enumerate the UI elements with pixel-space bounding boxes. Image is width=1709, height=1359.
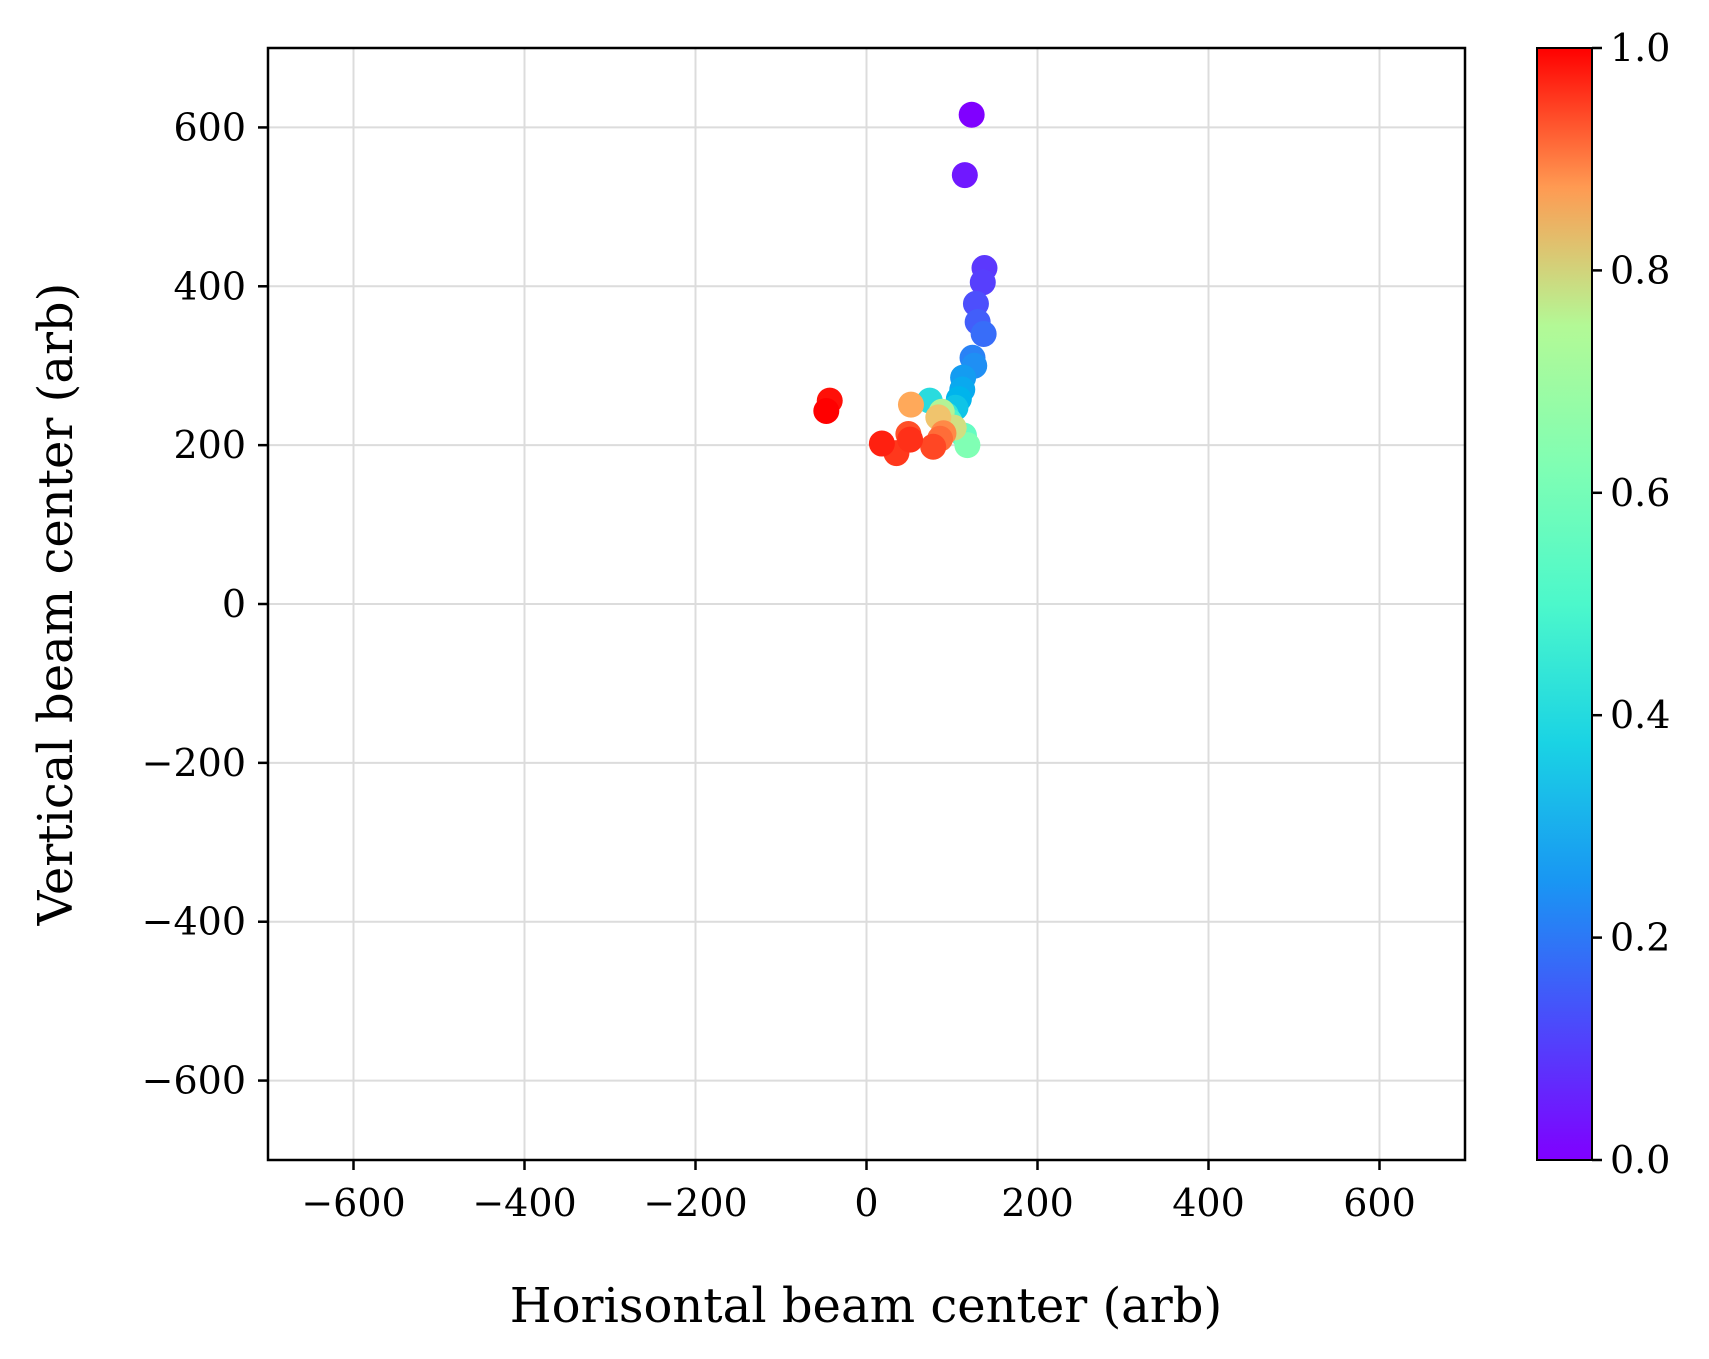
- y-tick-label: 200: [173, 423, 246, 467]
- colorbar: 0.0 0.2 0.4 0.6 0.8 1.0: [1536, 26, 1670, 1182]
- y-tick-label: 400: [173, 264, 246, 308]
- x-tick-label: 400: [1172, 1181, 1245, 1225]
- scatter-point: [970, 320, 997, 347]
- y-tick-label: −200: [142, 741, 246, 785]
- x-tick-label: −600: [301, 1181, 405, 1225]
- colorbar-tick-label: 0.8: [1610, 248, 1670, 292]
- plot-area: −600 −400 −200 0 200 400 600 −600 −400 −200 0 200 40…: [142, 46, 1467, 1225]
- scatter-point: [897, 391, 924, 418]
- y-tick-label: 600: [173, 105, 246, 149]
- scatter-point: [951, 162, 978, 189]
- colorbar-ticks: 0.0 0.2 0.4 0.6 0.8 1.0: [1592, 26, 1670, 1182]
- scatter-point: [969, 269, 996, 296]
- x-tick-label: −200: [643, 1181, 747, 1225]
- ticks-layer: −600 −400 −200 0 200 400 600 −600 −400 −200 0 200 40…: [142, 105, 1416, 1225]
- x-tick-label: −400: [472, 1181, 576, 1225]
- scatter-point: [813, 397, 840, 424]
- scatter-point: [920, 433, 947, 460]
- x-axis-label: Horisontal beam center (arb): [510, 1278, 1222, 1334]
- colorbar-tick-label: 0.4: [1610, 693, 1670, 737]
- x-tick-label: 0: [854, 1181, 878, 1225]
- colorbar-tick-label: 1.0: [1610, 26, 1670, 70]
- scatter-point: [897, 426, 924, 453]
- grid-layer: [268, 48, 1465, 1160]
- colorbar-gradient: [1536, 47, 1593, 1161]
- y-tick-label: 0: [222, 582, 246, 626]
- colorbar-tick-label: 0.2: [1610, 916, 1670, 960]
- scatter-point: [954, 432, 981, 459]
- scatter-point: [868, 430, 895, 457]
- y-tick-label: −400: [142, 900, 246, 944]
- y-axis-label: Vertical beam center (arb): [28, 283, 84, 927]
- colorbar-tick-label: 0.0: [1610, 1138, 1670, 1182]
- scatter-point: [958, 101, 985, 128]
- x-tick-label: 200: [1001, 1181, 1074, 1225]
- y-tick-label: −600: [142, 1059, 246, 1103]
- colorbar-tick-label: 0.6: [1610, 471, 1670, 515]
- x-tick-label: 600: [1343, 1181, 1416, 1225]
- points-layer: [813, 101, 998, 467]
